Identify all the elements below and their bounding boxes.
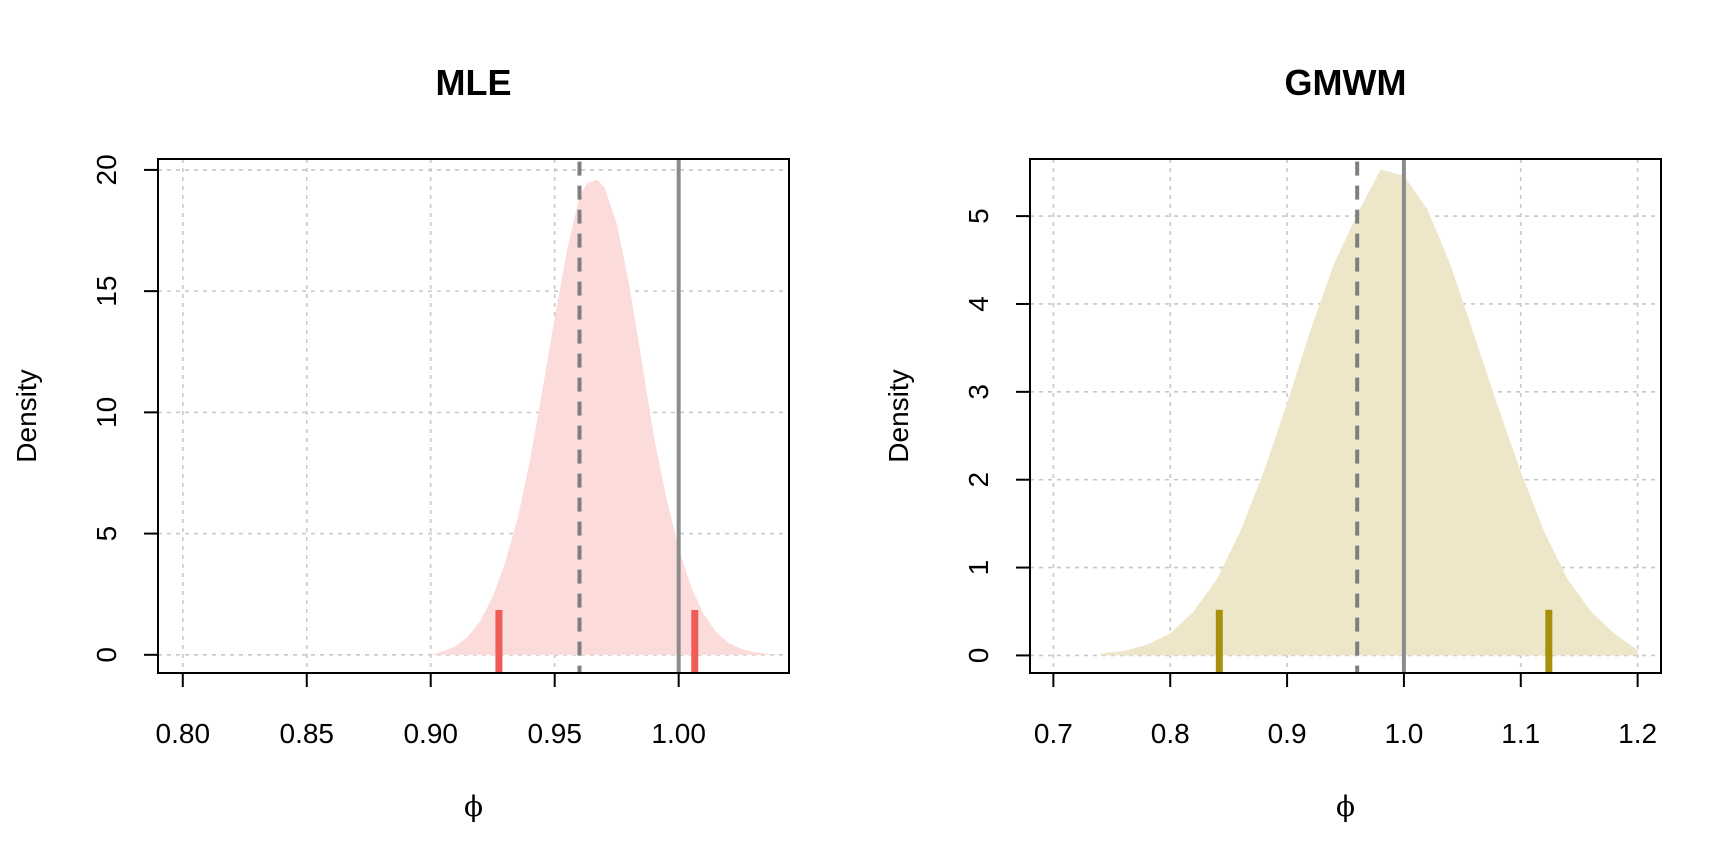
- y-tick-label: 0: [963, 648, 994, 664]
- x-tick-label: 0.90: [403, 718, 458, 749]
- y-tick-label: 10: [91, 397, 122, 428]
- density-area: [1100, 169, 1638, 656]
- x-tick-label: 0.80: [156, 718, 211, 749]
- y-tick-label: 20: [91, 154, 122, 185]
- x-tick-label: 0.85: [280, 718, 335, 749]
- y-tick-label: 4: [963, 296, 994, 312]
- x-tick-label: 0.7: [1034, 718, 1073, 749]
- x-tick-label: 1.00: [651, 718, 706, 749]
- y-tick-label: 3: [963, 384, 994, 400]
- x-tick-label: 0.95: [527, 718, 582, 749]
- mle-panel: MLE 0.80 0.85 0.90 0.95 1.00 ϕ 0 5 10 15 20 Density: [11, 62, 790, 823]
- y-tick-label: 1: [963, 560, 994, 576]
- x-tick-label: 0.9: [1268, 718, 1307, 749]
- chart-title: GMWM: [1285, 62, 1407, 103]
- y-axis-label: Density: [11, 369, 42, 462]
- x-tick-label: 1.2: [1618, 718, 1657, 749]
- y-tick-label: 5: [963, 208, 994, 224]
- y-tick-label: 5: [91, 526, 122, 542]
- x-axis-label: ϕ: [464, 790, 483, 823]
- gmwm-panel: GMWM 0.7 0.8 0.9 1.0 1.1 1.2 ϕ 0 1 2 3 4 5 Density: [883, 62, 1662, 823]
- x-tick-label: 1.0: [1384, 718, 1423, 749]
- y-tick-label: 0: [91, 647, 122, 663]
- x-tick-label: 1.1: [1501, 718, 1540, 749]
- x-tick-label: 0.8: [1151, 718, 1190, 749]
- y-tick-label: 15: [91, 276, 122, 307]
- density-area: [430, 179, 778, 655]
- chart-title: MLE: [436, 62, 512, 103]
- y-tick-label: 2: [963, 472, 994, 488]
- x-axis-label: ϕ: [1336, 790, 1355, 823]
- y-axis-label: Density: [883, 369, 914, 462]
